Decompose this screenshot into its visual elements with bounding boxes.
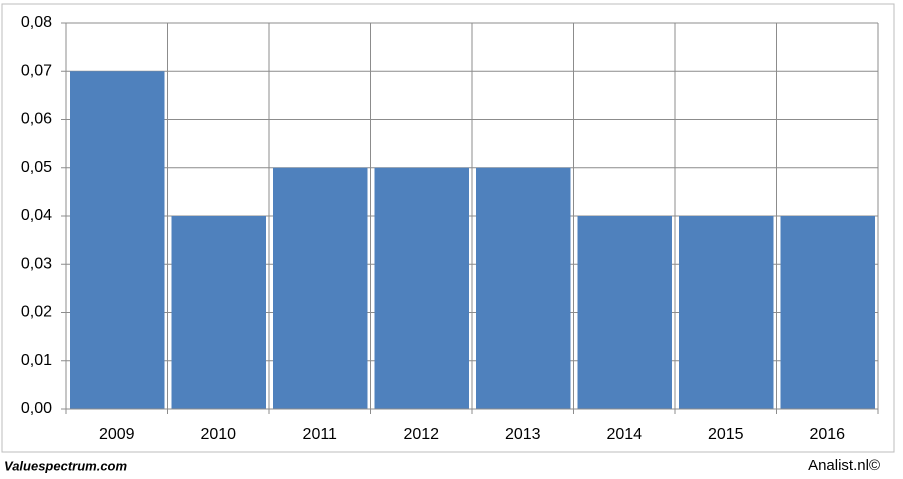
x-tick-label: 2014 — [606, 426, 642, 443]
bar — [171, 216, 266, 409]
bar — [679, 216, 774, 409]
x-tick-label: 2013 — [505, 426, 541, 443]
x-tick-label: 2012 — [403, 426, 439, 443]
x-tick-label: 2009 — [99, 426, 135, 443]
bar — [577, 216, 672, 409]
footer-right: Analist.nl© — [808, 457, 880, 474]
y-tick-label: 0,08 — [21, 14, 52, 31]
x-tick-label: 2016 — [809, 426, 845, 443]
y-tick-label: 0,06 — [21, 111, 52, 128]
bar — [476, 167, 571, 409]
x-tick-label: 2015 — [708, 426, 744, 443]
y-tick-label: 0,05 — [21, 159, 52, 176]
x-tick-label: 2011 — [303, 426, 338, 443]
y-tick-label: 0,04 — [21, 207, 52, 224]
y-tick-label: 0,07 — [21, 62, 52, 79]
footer-left: Valuespectrum.com — [4, 458, 128, 473]
bar — [780, 216, 875, 409]
y-tick-label: 0,03 — [21, 255, 52, 272]
y-tick-label: 0,01 — [21, 352, 52, 369]
x-tick-label: 2010 — [200, 426, 236, 443]
bar — [273, 167, 368, 409]
bar — [374, 167, 469, 409]
y-tick-label: 0,00 — [21, 400, 52, 417]
y-tick-label: 0,02 — [21, 304, 52, 321]
bar — [70, 71, 165, 409]
